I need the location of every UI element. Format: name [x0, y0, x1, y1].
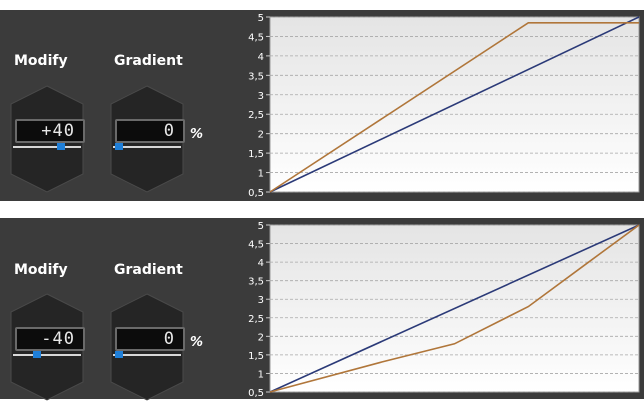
gradient-label: Gradient — [114, 53, 183, 69]
y-tick-label: 4,5 — [248, 32, 264, 43]
y-tick-label: 3 — [258, 295, 264, 306]
y-tick-label: 4 — [258, 52, 264, 63]
y-tick-label: 3,5 — [248, 71, 264, 82]
curve-chart-1: 0,5 1 1,5 2 2,5 3 3,5 4 4,5 5 — [224, 12, 642, 198]
gradient-slider-thumb[interactable] — [115, 143, 123, 150]
gradient-display: 0 — [115, 327, 185, 351]
y-tick-label: 1,5 — [248, 351, 264, 362]
gradient-control[interactable]: 0 — [109, 288, 185, 406]
y-tick-label: 1 — [258, 169, 264, 180]
gradient-slider[interactable] — [113, 143, 181, 150]
curve-chart-2: 0,5 1 1,5 2 2,5 3 3,5 4 4,5 5 — [224, 220, 642, 398]
gradient-control[interactable]: 0 — [109, 80, 185, 198]
modify-control[interactable]: -40 — [9, 288, 85, 406]
y-tick-label: 0,5 — [248, 188, 264, 198]
gradient-slider[interactable] — [113, 351, 181, 358]
gradient-label: Gradient — [114, 262, 183, 278]
curve-panel-2: Modify Gradient -40 0 % 0,5 1 1,5 2 2,5 3 3,5 4… — [0, 218, 644, 401]
y-tick-label: 0,5 — [248, 388, 264, 398]
y-tick-label: 2,5 — [248, 110, 264, 121]
y-tick-label: 5 — [258, 221, 264, 232]
y-tick-label: 3,5 — [248, 277, 264, 288]
y-tick-label: 4,5 — [248, 240, 264, 251]
modify-slider-thumb[interactable] — [33, 351, 41, 358]
modify-control[interactable]: +40 — [9, 80, 85, 198]
y-tick-label: 2 — [258, 332, 264, 343]
modify-slider-thumb[interactable] — [57, 143, 65, 150]
gradient-slider-thumb[interactable] — [115, 351, 123, 358]
series-line — [269, 16, 640, 193]
modify-display: +40 — [15, 119, 85, 143]
modify-slider[interactable] — [13, 143, 81, 150]
y-tick-label: 4 — [258, 258, 264, 269]
y-tick-label: 2 — [258, 130, 264, 141]
modify-label: Modify — [14, 262, 68, 278]
chart-svg: 0,5 1 1,5 2 2,5 3 3,5 4 4,5 5 — [248, 13, 640, 198]
percent-sign: % — [190, 335, 204, 350]
y-tick-label: 1 — [258, 369, 264, 380]
modify-display: -40 — [15, 327, 85, 351]
series-line — [269, 224, 640, 393]
modify-label: Modify — [14, 53, 68, 69]
gradient-display: 0 — [115, 119, 185, 143]
percent-sign: % — [190, 127, 204, 142]
chart-svg: 0,5 1 1,5 2 2,5 3 3,5 4 4,5 5 — [248, 221, 640, 398]
series-line — [269, 224, 640, 393]
y-tick-label: 1,5 — [248, 149, 264, 160]
modify-slider[interactable] — [13, 351, 81, 358]
y-tick-label: 5 — [258, 13, 264, 24]
y-tick-label: 2,5 — [248, 314, 264, 325]
curve-panel-1: Modify Gradient +40 0 % 0,5 1 1,5 2 2,5 3 3,5 4… — [0, 10, 644, 201]
series-line — [269, 22, 639, 193]
y-tick-label: 3 — [258, 91, 264, 102]
